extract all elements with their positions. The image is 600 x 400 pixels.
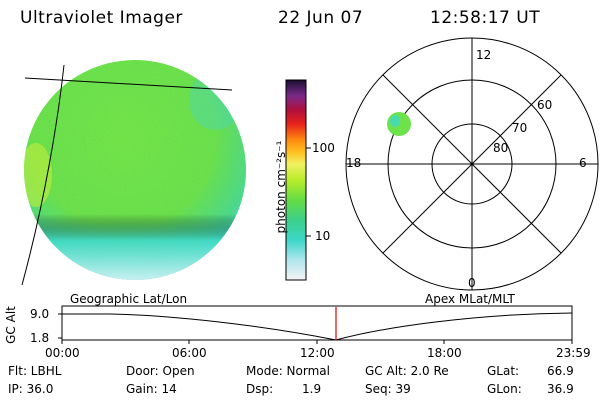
mlat-label-70: 70 <box>512 121 528 135</box>
mode-status: Mode: Normal <box>246 364 330 378</box>
observation-date: 22 Jun 07 <box>278 8 364 28</box>
x-tick-0600: 06:00 <box>172 346 207 360</box>
colorbar-label-100: 100 <box>312 141 335 155</box>
polar-plot <box>345 37 599 291</box>
dsp-value: 1.9 <box>302 382 322 396</box>
x-tick-2359: 23:59 <box>556 346 591 360</box>
geo-longitude-line <box>21 64 65 286</box>
glat-label: GLat: <box>487 364 520 378</box>
door-status: Door: Open <box>126 364 195 378</box>
glon-label: GLon: <box>487 382 522 396</box>
gc-alt-status: GC Alt: 2.0 Re <box>365 364 449 378</box>
filter-status: Flt: LBHL <box>8 364 62 378</box>
timeline-xticks <box>61 340 573 344</box>
polar-diagonal-2 <box>382 74 562 254</box>
colorbar-label-10: 10 <box>315 229 331 243</box>
geo-latitude-line <box>24 77 233 91</box>
observation-time: 12:58:17 UT <box>430 8 541 28</box>
y-tick-9: 9.0 <box>30 307 50 321</box>
geographic-latlon-label: Geographic Lat/Lon <box>70 292 188 306</box>
apex-mlat-mlt-label: Apex MLat/MLT <box>425 292 515 306</box>
earth-disk-image <box>24 60 246 280</box>
mlt-label-0: 0 <box>468 276 476 290</box>
x-tick-1800: 18:00 <box>427 346 462 360</box>
ip-status: IP: 36.0 <box>8 382 54 396</box>
colorbar-unit-label: photon cm⁻²s⁻¹ <box>274 140 288 234</box>
instrument-title: Ultraviolet Imager <box>20 8 183 28</box>
gain-status: Gain: 14 <box>126 382 177 396</box>
seq-status: Seq: 39 <box>365 382 411 396</box>
mlt-label-12: 12 <box>476 48 492 62</box>
y-tick-1-8: 1.8 <box>30 331 50 345</box>
intensity-colorbar <box>285 79 307 281</box>
glat-value: 66.9 <box>547 364 574 378</box>
x-tick-0000: 00:00 <box>45 346 80 360</box>
glon-value: 36.9 <box>547 382 574 396</box>
altitude-timeline-frame <box>61 305 573 341</box>
mlat-label-80: 80 <box>493 141 509 155</box>
gc-alt-axis-title: GC Alt <box>4 306 18 344</box>
dsp-label: Dsp: <box>246 382 274 396</box>
polar-emission-patch <box>387 112 411 136</box>
mlat-label-60: 60 <box>537 98 553 112</box>
mlt-label-6: 6 <box>579 156 587 170</box>
mlt-label-18: 18 <box>346 156 362 170</box>
x-tick-1200: 12:00 <box>300 346 335 360</box>
